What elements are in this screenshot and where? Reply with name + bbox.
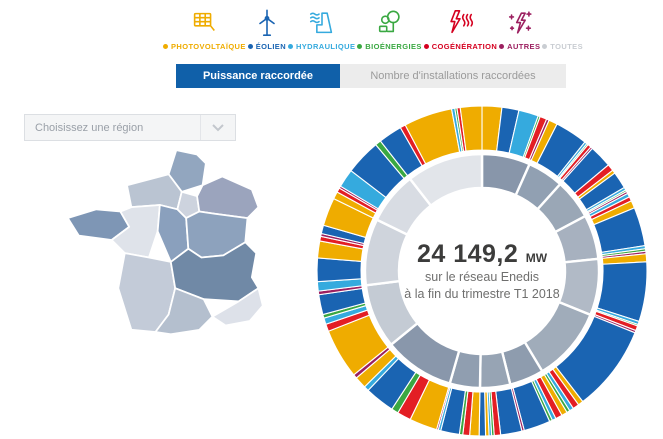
chevron-down-icon [200, 115, 235, 140]
dam-icon [309, 12, 332, 34]
energy-type-legend: PHOTOVOLTAÏQUE ÉOLIEN HYDRAULIQUE BIOÉNERGI… [163, 8, 583, 51]
metric-tabs: Puissance raccordée Nombre d'installatio… [176, 64, 566, 88]
tree-icon [378, 10, 400, 33]
legend-item-autres[interactable]: AUTRES [499, 8, 540, 51]
sunburst-segment-eolien[interactable] [316, 257, 362, 283]
legend-dot [247, 44, 253, 49]
tab-nombre-installations[interactable]: Nombre d'installations raccordées [340, 64, 566, 88]
sunburst-svg[interactable] [316, 105, 648, 437]
region-select-value: Choisissez une région [35, 121, 144, 134]
legend-label: HYDRAULIQUE [287, 42, 355, 51]
legend-label: ÉOLIEN [247, 42, 286, 51]
wind-turbine-icon [259, 9, 275, 36]
map-region[interactable] [154, 287, 214, 336]
legend-item-toutes[interactable]: TOUTES [542, 38, 583, 51]
sunburst-segment-photovoltaique[interactable] [459, 105, 483, 152]
legend-dot [163, 44, 168, 49]
france-map [58, 148, 288, 378]
legend-dot [499, 44, 505, 49]
legend-item-photovoltaique[interactable]: PHOTOVOLTAÏQUE [163, 8, 246, 51]
lightning-heat-icon [450, 10, 474, 34]
legend-dot [287, 44, 293, 49]
map-region[interactable] [211, 287, 264, 327]
legend-item-cogeneration[interactable]: COGÉNÉRATION [423, 8, 498, 51]
solar-panel-icon [194, 12, 216, 31]
region-select[interactable]: Choisissez une région [24, 114, 236, 141]
sunburst-chart[interactable]: 24 149,2 MW sur le réseau Enedis à la fi… [316, 105, 648, 437]
legend-item-eolien[interactable]: ÉOLIEN [247, 8, 286, 51]
legend-dot [423, 44, 429, 49]
map-region[interactable] [126, 173, 183, 211]
legend-label: TOUTES [542, 42, 583, 51]
sunburst-region-14[interactable] [408, 152, 484, 208]
legend-label: BIOÉNERGIES [357, 42, 422, 51]
legend-label: AUTRES [499, 42, 540, 51]
legend-dot [542, 44, 548, 49]
legend-item-bioenergies[interactable]: BIOÉNERGIES [357, 8, 422, 51]
legend-label: PHOTOVOLTAÏQUE [163, 42, 246, 51]
sparkle-bolt-icon [508, 11, 532, 34]
legend-item-hydraulique[interactable]: HYDRAULIQUE [287, 8, 355, 51]
tab-puissance-raccordee[interactable]: Puissance raccordée [176, 64, 340, 88]
legend-label: COGÉNÉRATION [423, 42, 498, 51]
legend-dot [357, 44, 363, 49]
